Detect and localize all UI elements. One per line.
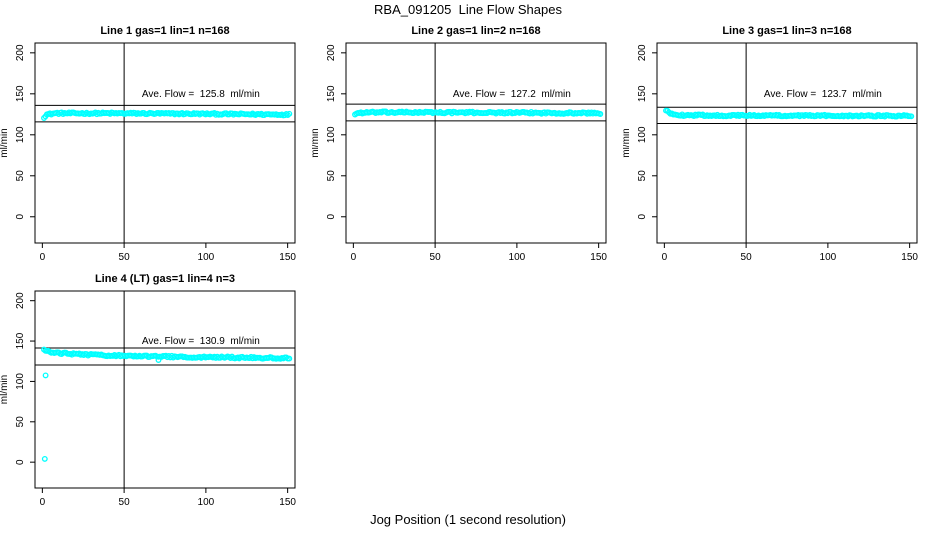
y-axis-tick-label: 150 — [15, 85, 26, 102]
x-axis-tick-label: 50 — [119, 252, 131, 263]
y-axis-tick-label: 0 — [15, 459, 26, 465]
ave-flow-annotation: Ave. Flow = 130.9 ml/min — [142, 336, 260, 347]
y-axis-unit-label: ml/min — [0, 375, 10, 404]
y-axis-tick-label: 150 — [15, 332, 26, 349]
y-axis-tick-label: 0 — [637, 214, 648, 220]
x-axis-tick-label: 100 — [198, 497, 215, 508]
ave-flow-annotation: Ave. Flow = 123.7 ml/min — [764, 89, 882, 100]
subplot-4: Line 4 (LT) gas=1 lin=4 n=3 0 50 100 150 200 0… — [0, 273, 296, 508]
y-axis-tick-label: 100 — [15, 126, 26, 143]
subplot-title: Line 3 gas=1 lin=3 n=168 — [722, 25, 851, 37]
outlier-point — [42, 372, 49, 379]
subplot-3: Line 3 gas=1 lin=3 n=168 0 50 100 150 200 0 50 1… — [623, 25, 918, 263]
y-axis-tick-label: 100 — [326, 126, 337, 143]
data-point — [286, 110, 293, 117]
y-axis-unit-label: ml/min — [312, 128, 321, 157]
data-point — [908, 113, 915, 120]
subplot-title: Line 2 gas=1 lin=2 n=168 — [411, 25, 540, 37]
y-axis-tick-label: 200 — [326, 44, 337, 61]
y-axis-tick-label: 0 — [15, 214, 26, 220]
subplot-1: Line 1 gas=1 lin=1 n=168 0 50 100 150 200 0 50 1… — [0, 25, 296, 263]
plot-box — [34, 290, 296, 489]
y-axis-tick-label: 200 — [15, 292, 26, 309]
y-axis-unit-label: ml/min — [0, 128, 10, 157]
ave-flow-annotation: Ave. Flow = 127.2 ml/min — [453, 89, 571, 100]
x-axis-tick-label: 0 — [40, 497, 46, 508]
y-axis-tick-label: 0 — [326, 214, 337, 220]
data-points — [352, 108, 604, 118]
y-axis-tick-label: 150 — [637, 85, 648, 102]
subplot-2: Line 2 gas=1 lin=2 n=168 0 50 100 150 200 0 50 1… — [312, 25, 607, 263]
x-axis-tick-label: 50 — [119, 497, 131, 508]
x-axis-tick-label: 150 — [279, 497, 296, 508]
data-points — [41, 346, 293, 462]
figure-title: RBA_091205 Line Flow Shapes — [374, 2, 562, 17]
data-points — [663, 107, 915, 120]
y-axis-tick-label: 100 — [637, 126, 648, 143]
subplot-title: Line 4 (LT) gas=1 lin=4 n=3 — [95, 273, 235, 285]
y-axis-tick-label: 100 — [15, 373, 26, 390]
x-axis-tick-label: 100 — [820, 252, 837, 263]
outlier-point — [41, 455, 48, 462]
x-axis-tick-label: 0 — [351, 252, 357, 263]
y-axis-tick-label: 50 — [637, 170, 648, 182]
plot-box — [34, 42, 296, 244]
x-axis-tick-label: 150 — [901, 252, 918, 263]
data-point — [665, 109, 672, 116]
y-axis-tick-label: 150 — [326, 85, 337, 102]
y-axis-unit-label: ml/min — [623, 128, 632, 157]
subplot-title: Line 1 gas=1 lin=1 n=168 — [100, 25, 229, 37]
x-axis-tick-label: 100 — [509, 252, 526, 263]
data-point — [597, 111, 604, 117]
x-axis-tick-label: 50 — [741, 252, 753, 263]
outlier-point — [155, 357, 162, 363]
y-axis-tick-label: 200 — [637, 44, 648, 61]
plot-box — [345, 42, 607, 244]
x-axis-tick-label: 0 — [40, 252, 46, 263]
x-axis-label: Jog Position (1 second resolution) — [370, 512, 566, 527]
x-axis-tick-label: 50 — [430, 252, 442, 263]
ave-flow-annotation: Ave. Flow = 125.8 ml/min — [142, 89, 260, 100]
y-axis-tick-label: 50 — [15, 416, 26, 428]
x-axis-tick-label: 0 — [662, 252, 668, 263]
plot-box — [656, 42, 918, 244]
data-points — [41, 109, 293, 121]
x-axis-tick-label: 150 — [279, 252, 296, 263]
y-axis-tick-label: 50 — [326, 170, 337, 182]
x-axis-tick-label: 100 — [198, 252, 215, 263]
y-axis-tick-label: 200 — [15, 44, 26, 61]
y-axis-tick-label: 50 — [15, 170, 26, 182]
data-point — [286, 355, 293, 362]
x-axis-tick-label: 150 — [590, 252, 607, 263]
